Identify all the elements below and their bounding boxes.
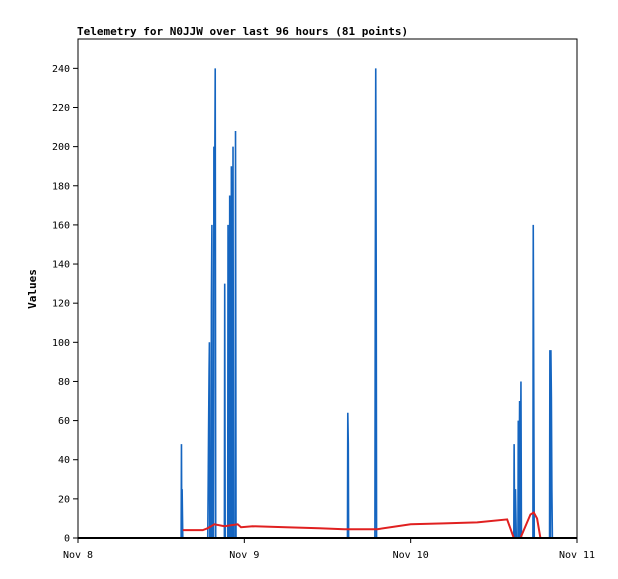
x-axis: Nov 8 Nov 9 Nov 10 Nov 11 <box>63 538 595 561</box>
y-axis: 0 20 40 60 80 100 120 140 160 180 200 220 240 <box>52 64 78 545</box>
y-tick-label: 60 <box>58 416 70 427</box>
series-line-2 <box>182 511 542 539</box>
y-tick-label: 220 <box>52 103 70 114</box>
y-tick-label: 100 <box>52 338 70 349</box>
series-layer <box>78 68 577 539</box>
y-tick-label: 120 <box>52 299 70 310</box>
y-tick-label: 200 <box>52 142 70 153</box>
y-tick-label: 40 <box>58 455 70 466</box>
x-tick-label: Nov 9 <box>229 550 259 561</box>
y-tick-label: 0 <box>64 534 70 545</box>
y-tick-label: 140 <box>52 260 70 271</box>
chart-title: Telemetry for N0JJW over last 96 hours (… <box>77 25 408 38</box>
x-tick-label: Nov 10 <box>393 550 429 561</box>
y-tick-label: 180 <box>52 181 70 192</box>
y-axis-label: Values <box>26 269 39 309</box>
y-tick-label: 240 <box>52 64 70 75</box>
x-tick-label: Nov 8 <box>63 550 93 561</box>
plot-frame <box>77 38 578 539</box>
y-tick-label: 160 <box>52 220 70 231</box>
y-tick-label: 80 <box>58 377 70 388</box>
x-tick-label: Nov 11 <box>559 550 595 561</box>
y-tick-label: 20 <box>58 494 70 505</box>
